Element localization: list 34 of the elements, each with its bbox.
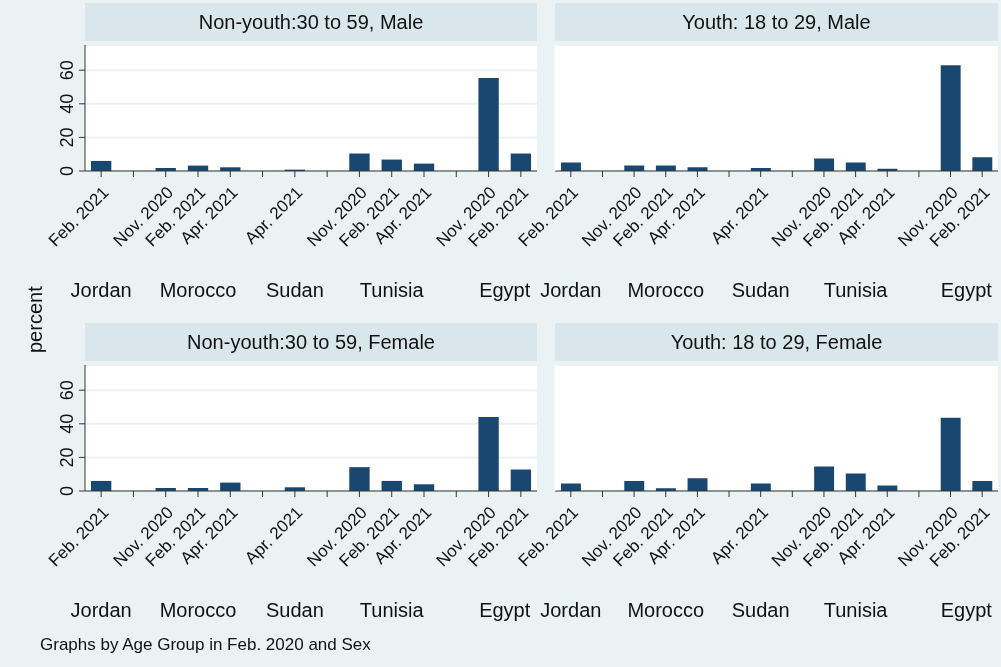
text: Tunisia [822, 279, 889, 302]
text: Sudan [264, 599, 325, 622]
chart-title: Non-youth:30 to 59, Female [85, 323, 537, 361]
y-tick-label: 0 [57, 485, 77, 497]
text: Jordan [70, 279, 132, 301]
text: Graphs by Age Group in Feb. 2020 and Sex [40, 635, 371, 655]
text: Sudan [731, 599, 790, 621]
text: Sudan [264, 279, 325, 302]
text: Egypt [939, 599, 993, 622]
text: Egypt [939, 279, 993, 302]
text: Jordan [540, 279, 602, 301]
text: Morocco [158, 599, 238, 622]
y-tick-label: 0 [57, 165, 77, 177]
chart-title: Youth: 18 to 29, Male [555, 3, 998, 41]
y-axis-title: percent [24, 286, 46, 353]
y-tick-label: 60 [57, 380, 77, 401]
chart-title: Youth: 18 to 29, Female [555, 323, 998, 361]
text: Sudan [731, 279, 790, 301]
text: Morocco [626, 279, 706, 302]
y-tick-label: 40 [57, 413, 77, 434]
y-tick-label: 40 [57, 93, 77, 114]
text: Jordan [69, 599, 133, 622]
text: Egypt [479, 279, 531, 301]
text: Morocco [158, 279, 238, 302]
text: Jordan [540, 599, 602, 621]
y-tick-label: 20 [57, 127, 77, 148]
text: Morocco [626, 599, 706, 622]
text: Tunisia [358, 279, 425, 302]
text: Tunisia [822, 599, 889, 622]
y-tick-label: 20 [57, 447, 77, 468]
chart-title: Non-youth:30 to 59, Male [85, 3, 537, 41]
text: Tunisia [358, 599, 425, 622]
text: Egypt [479, 599, 531, 621]
y-tick-label: 60 [57, 60, 77, 81]
